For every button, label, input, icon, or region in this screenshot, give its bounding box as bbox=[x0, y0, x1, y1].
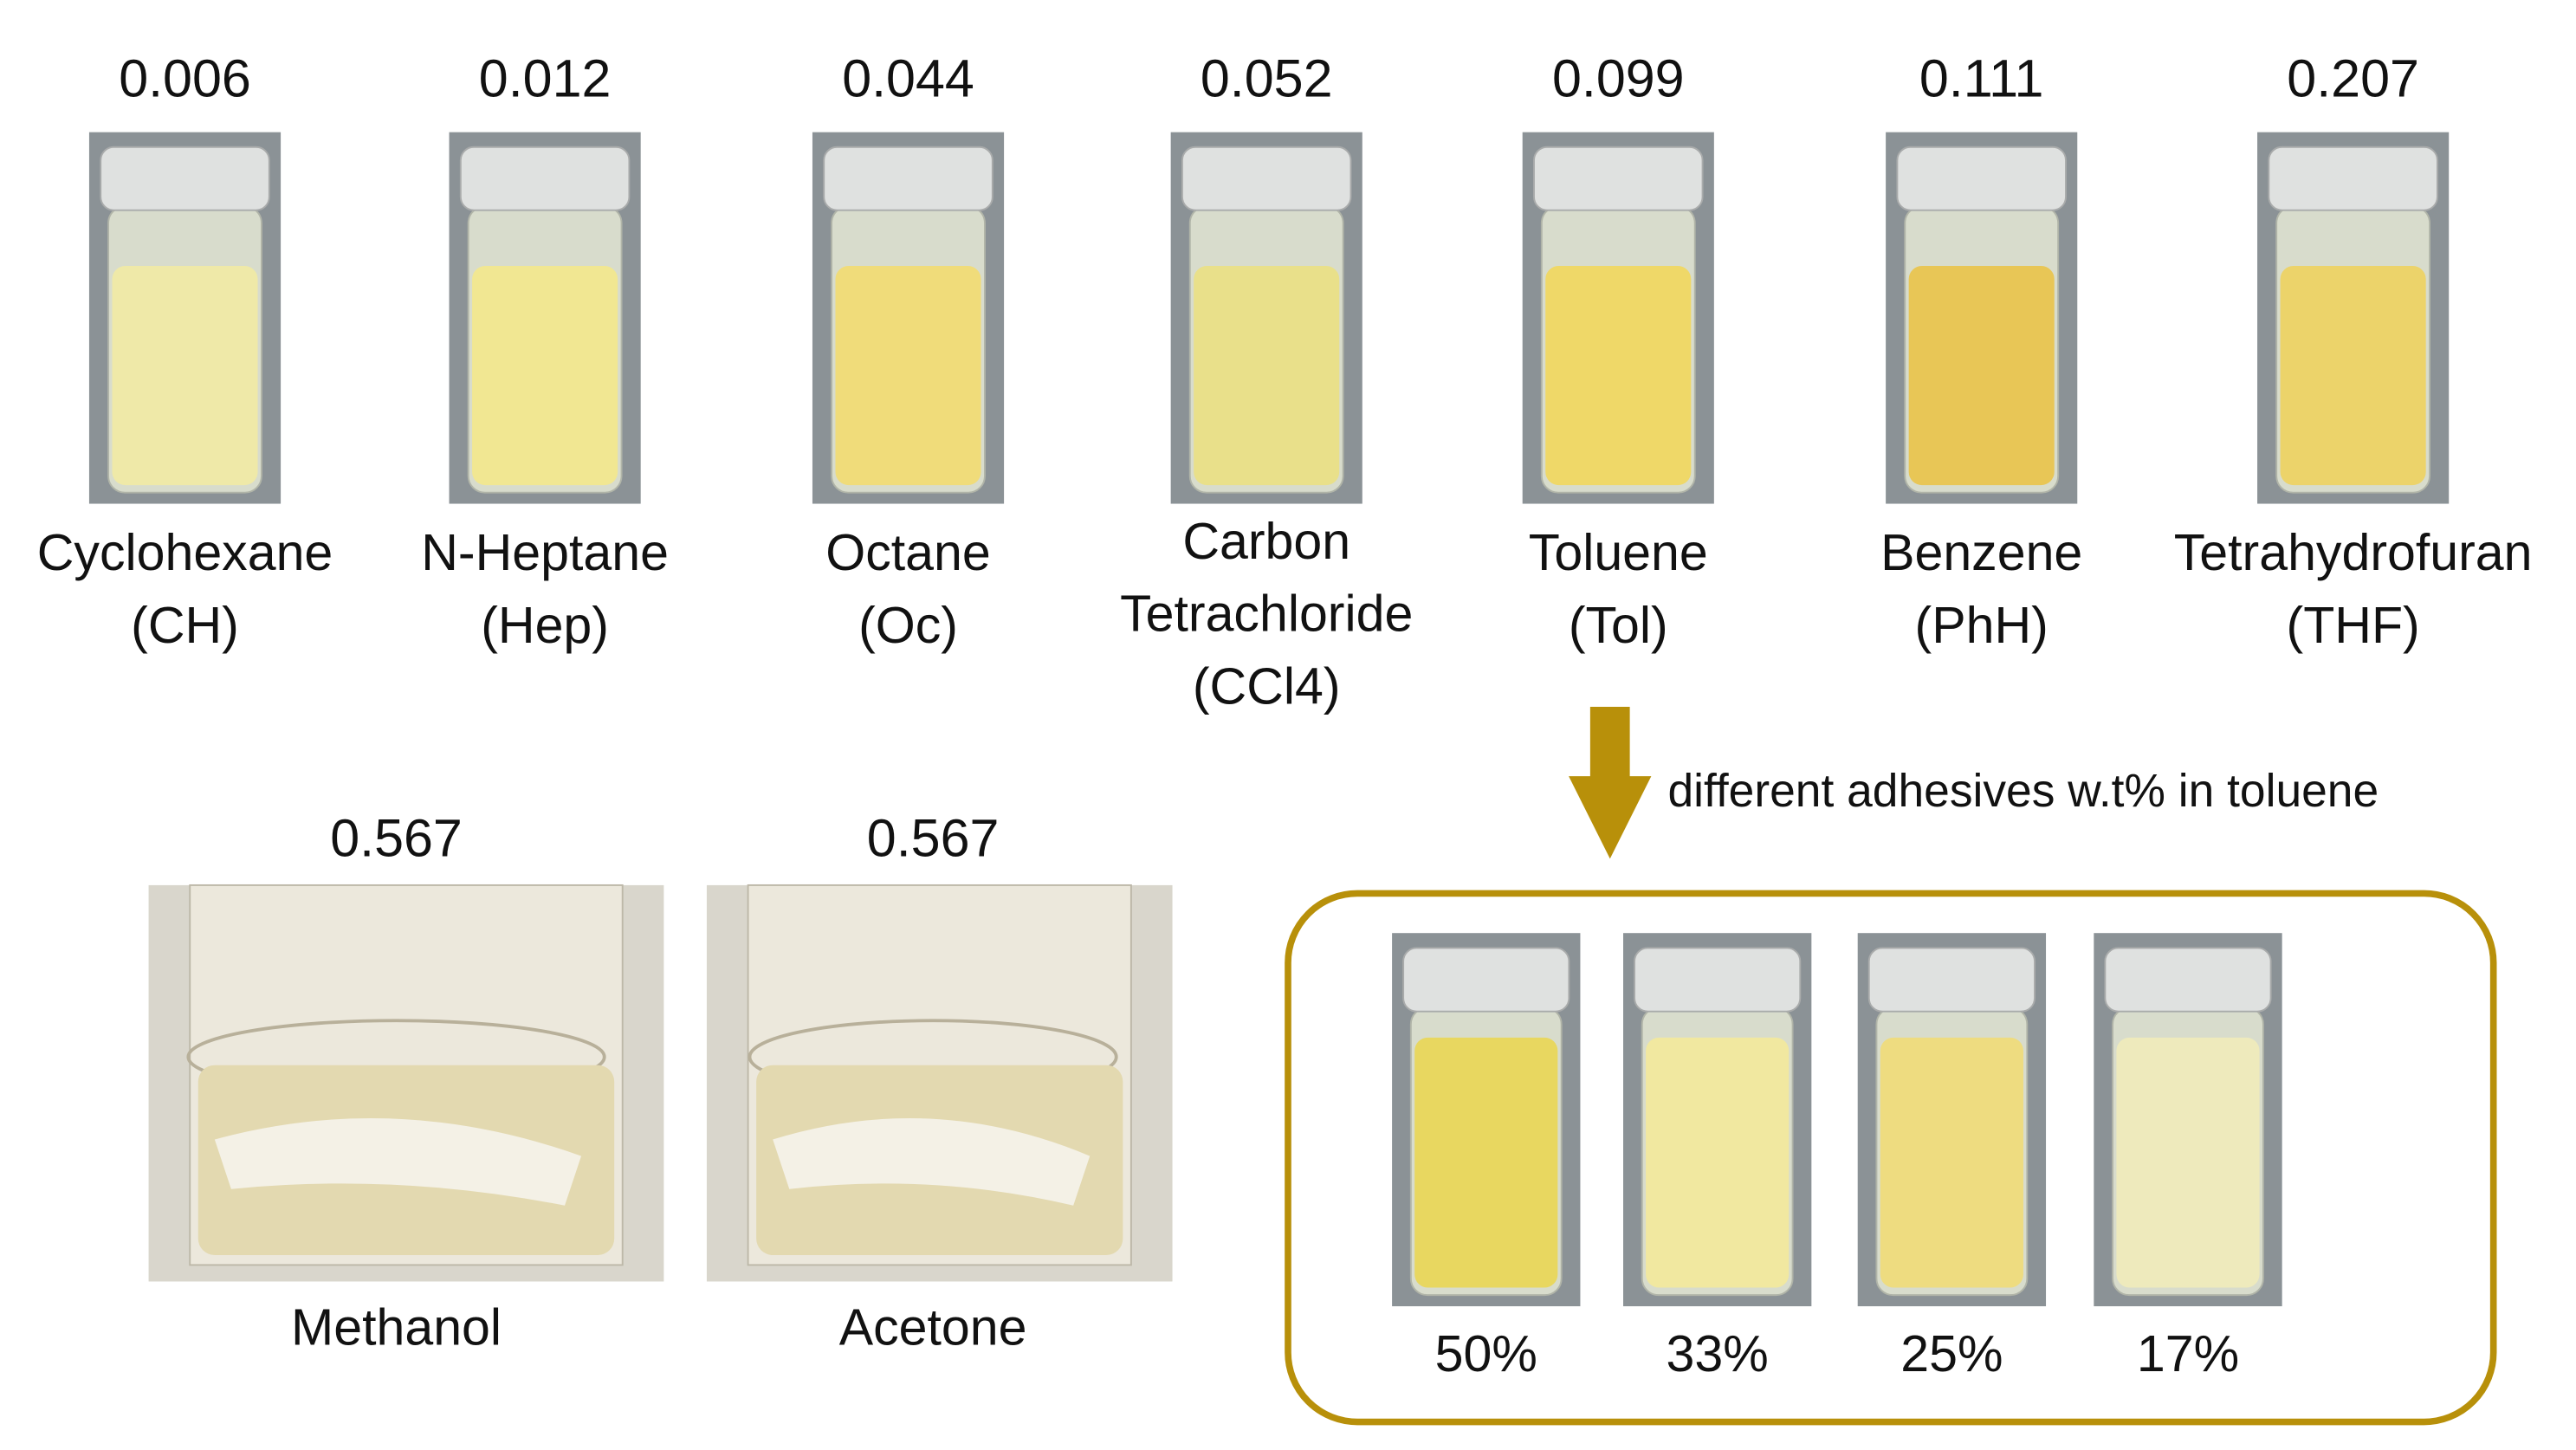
arrow bbox=[1569, 707, 1652, 859]
vial-cap bbox=[1634, 947, 1802, 1013]
solvent-label: (Hep) bbox=[481, 597, 609, 654]
vial-liquid bbox=[1414, 1037, 1558, 1288]
vial-liquid bbox=[472, 266, 618, 486]
vial-cap bbox=[100, 146, 270, 211]
vial-cap bbox=[1867, 947, 2036, 1013]
concentration-label: 50% bbox=[1435, 1325, 1537, 1382]
vial-cap bbox=[459, 146, 631, 211]
vial-liquid bbox=[835, 266, 981, 486]
arrow-text: different adhesives w.t% in toluene bbox=[1667, 766, 2379, 817]
solvent-label: Benzene bbox=[1880, 524, 2082, 581]
solvent-label: (Tol) bbox=[1569, 597, 1668, 654]
vial-cap bbox=[2104, 947, 2272, 1013]
solvent-label: (THF) bbox=[2287, 597, 2420, 654]
beaker-label: Methanol bbox=[291, 1298, 502, 1356]
solvent-label: (PhH) bbox=[1915, 597, 2049, 654]
solvent-label: N-Heptane bbox=[421, 524, 669, 581]
vial-liquid bbox=[1194, 266, 1340, 486]
solvent-value: 0.099 bbox=[1552, 49, 1685, 108]
vial-cap bbox=[1533, 146, 1704, 211]
concentration-box bbox=[1285, 890, 2497, 1426]
solvent-label: (Oc) bbox=[858, 597, 958, 654]
solvent-label: (CCl4) bbox=[1193, 658, 1341, 715]
solvent-label: Carbon bbox=[1182, 513, 1350, 570]
vial-liquid bbox=[2280, 266, 2426, 486]
solvent-label: (CH) bbox=[131, 597, 239, 654]
solvent-value: 0.012 bbox=[479, 49, 612, 108]
solvent-label: Tetrachloride bbox=[1120, 586, 1413, 643]
concentration-label: 25% bbox=[1900, 1325, 2003, 1382]
vial-liquid bbox=[1908, 266, 2055, 486]
solvent-value: 0.052 bbox=[1201, 49, 1333, 108]
concentration-label: 17% bbox=[2137, 1325, 2239, 1382]
solvent-label: Cyclohexane bbox=[37, 524, 333, 581]
adhesive bbox=[773, 1117, 1091, 1206]
vial-cap bbox=[1896, 146, 2067, 211]
solvent-value: 0.111 bbox=[1919, 49, 2044, 108]
beaker-value: 0.567 bbox=[867, 808, 1000, 867]
solvent-label: Tetrahydrofuran bbox=[2174, 524, 2533, 581]
beaker-value: 0.567 bbox=[330, 808, 463, 867]
solvent-value: 0.006 bbox=[119, 49, 251, 108]
vial-liquid bbox=[1880, 1037, 2023, 1288]
solvent-label: Toluene bbox=[1529, 524, 1708, 581]
concentration-label: 33% bbox=[1667, 1325, 1769, 1382]
vial-cap bbox=[1181, 146, 1352, 211]
solvent-value: 0.207 bbox=[2287, 49, 2419, 108]
vial-liquid bbox=[2116, 1037, 2260, 1288]
adhesive bbox=[214, 1117, 582, 1206]
vial-cap bbox=[1402, 947, 1570, 1013]
beaker-label: Acetone bbox=[839, 1298, 1027, 1356]
solvent-value: 0.044 bbox=[842, 49, 974, 108]
vial-cap bbox=[2268, 146, 2438, 211]
vial-cap bbox=[823, 146, 994, 211]
solvent-label: Octane bbox=[825, 524, 990, 581]
vial-liquid bbox=[112, 266, 258, 486]
vial-liquid bbox=[1646, 1037, 1790, 1288]
vial-liquid bbox=[1545, 266, 1692, 486]
